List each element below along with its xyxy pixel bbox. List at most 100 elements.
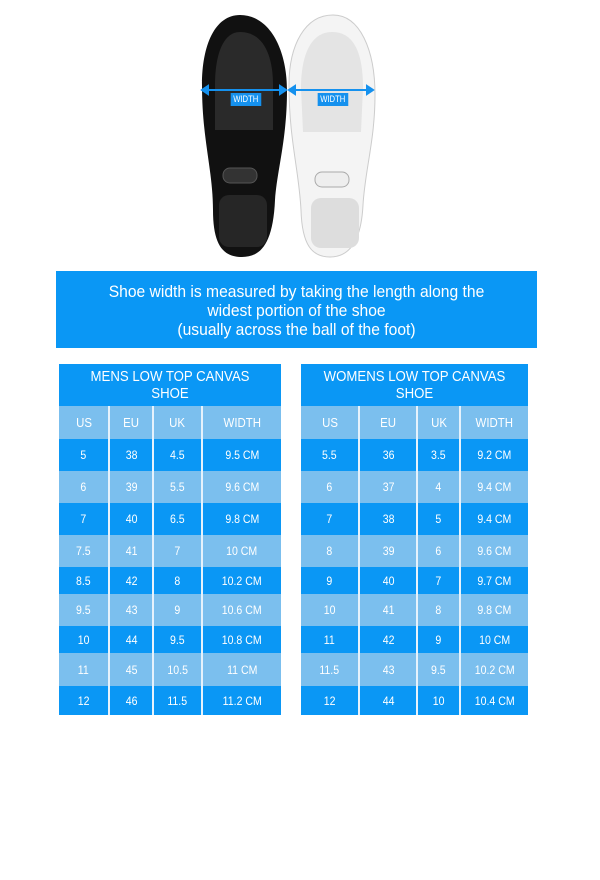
column-header-text: WIDTH — [223, 415, 261, 430]
column-header-text: UK — [430, 415, 447, 430]
cell-text: 7 — [435, 573, 442, 588]
table-cell: 8 — [416, 594, 461, 626]
cell-text: 10.2 CM — [474, 662, 515, 677]
table-cell: 7 — [416, 567, 461, 594]
table-cell: 38 — [358, 503, 418, 535]
cell-text: 38 — [125, 448, 138, 462]
table-cell: 11 — [301, 626, 360, 653]
table-cell: 10 CM — [200, 535, 281, 567]
table-cell: 6 — [59, 471, 110, 503]
cell-text: 9.8 CM — [224, 512, 259, 526]
table-cell: 43 — [358, 653, 418, 686]
cell-text: 7.5 — [76, 544, 92, 558]
table-cell: 42 — [358, 626, 418, 653]
table-cell: 43 — [108, 594, 154, 626]
cell-text: 10 — [77, 632, 90, 647]
table-cell: 44 — [108, 626, 154, 653]
cell-text: 9.6 CM — [477, 544, 512, 558]
cell-text: 41 — [382, 603, 395, 617]
cell-text: 12 — [77, 693, 90, 708]
cell-text: 37 — [382, 480, 395, 494]
table-cell: 10.5 — [152, 653, 202, 686]
white-sole — [288, 14, 376, 258]
table-row: 12 44 10 10.4 CM — [301, 686, 528, 715]
table-cell: 9.5 CM — [200, 439, 281, 471]
width-label-left: WIDTH — [230, 93, 261, 106]
table-cell: 10.2 CM — [459, 653, 528, 686]
table-cell: 9 — [152, 594, 202, 626]
table-cell: 6 — [416, 535, 461, 567]
cell-text: 10 CM — [226, 544, 258, 558]
table-cell: 37 — [358, 471, 418, 503]
cell-text: 9.5 CM — [224, 448, 259, 462]
table-cell: 11.5 — [301, 653, 360, 686]
cell-text: 7 — [174, 544, 181, 558]
table-cell: 9.8 CM — [200, 503, 281, 535]
cell-text: 10.2 CM — [221, 573, 262, 588]
cell-text: 11.2 CM — [222, 693, 262, 708]
table-cell: 9.4 CM — [459, 471, 528, 503]
table-row: 9 40 7 9.7 CM — [301, 567, 528, 594]
table-row: 9.5 43 9 10.6 CM — [59, 594, 281, 626]
womens-size-table: WOMENS LOW TOP CANVAS SHOE US EU UK WIDTH 5.5… — [301, 364, 528, 715]
cell-text: 9 — [174, 603, 181, 617]
table-cell: 42 — [108, 567, 154, 594]
table-cell: 41 — [108, 535, 154, 567]
cell-text: 9.5 — [170, 632, 185, 647]
table-cell: 11 — [59, 653, 110, 686]
table-row: 6 37 4 9.4 CM — [301, 471, 528, 503]
table-row: 10 44 9.5 10.8 CM — [59, 626, 281, 653]
table-cell: 9.8 CM — [459, 594, 528, 626]
table-cell: 41 — [358, 594, 418, 626]
column-header: UK — [416, 406, 461, 439]
width-label-right: WIDTH — [317, 93, 348, 106]
table-row: 7.5 41 7 10 CM — [59, 535, 281, 567]
cell-text: 5.5 — [322, 448, 337, 462]
table-cell: 4 — [416, 471, 461, 503]
cell-text: 6 — [80, 480, 87, 494]
table-cell: 10 — [59, 626, 110, 653]
table-row: 8 39 6 9.6 CM — [301, 535, 528, 567]
table-cell: 5.5 — [152, 471, 202, 503]
table-row: 8.5 42 8 10.2 CM — [59, 567, 281, 594]
width-arrows — [200, 84, 375, 96]
column-header-text: US — [75, 415, 92, 430]
cell-text: 41 — [125, 544, 138, 558]
cell-text: 10.4 CM — [474, 693, 515, 708]
table-cell: 3.5 — [416, 439, 461, 471]
table-header-row: US EU UK WIDTH — [59, 406, 281, 439]
table-cell: 10 CM — [459, 626, 528, 653]
table-cell: 10 — [416, 686, 461, 715]
cell-text: 5.5 — [170, 480, 185, 494]
cell-text: 9.7 CM — [477, 573, 512, 588]
table-cell: 11 CM — [200, 653, 281, 686]
cell-text: 9 — [435, 632, 442, 647]
cell-text: 6 — [435, 544, 442, 558]
cell-text: 45 — [125, 662, 138, 677]
table-cell: 11.2 CM — [200, 686, 281, 715]
cell-text: 44 — [382, 693, 395, 708]
column-header-text: US — [321, 415, 338, 430]
table-title-text: WOMENS LOW TOP CANVAS SHOE — [323, 368, 506, 402]
cell-text: 36 — [382, 448, 395, 462]
table-title-row: MENS LOW TOP CANVAS SHOE — [59, 364, 281, 406]
table-header-row: US EU UK WIDTH — [301, 406, 528, 439]
table-cell: 10.8 CM — [200, 626, 281, 653]
table-cell: 9.5 — [152, 626, 202, 653]
table-row: 12 46 11.5 11.2 CM — [59, 686, 281, 715]
cell-text: 6 — [326, 480, 333, 494]
table-cell: 10.6 CM — [200, 594, 281, 626]
table-title: MENS LOW TOP CANVAS SHOE — [59, 364, 281, 406]
column-header: EU — [358, 406, 418, 439]
cell-text: 46 — [125, 693, 138, 708]
column-header-text: WIDTH — [475, 415, 514, 430]
table-cell: 45 — [108, 653, 154, 686]
cell-text: 43 — [125, 603, 138, 617]
table-cell: 8 — [152, 567, 202, 594]
table-cell: 11.5 — [152, 686, 202, 715]
table-cell: 6 — [301, 471, 360, 503]
cell-text: 11.5 — [319, 662, 340, 677]
cell-text: 5 — [80, 448, 87, 462]
cell-text: 8 — [435, 603, 442, 617]
table-cell: 8.5 — [59, 567, 110, 594]
